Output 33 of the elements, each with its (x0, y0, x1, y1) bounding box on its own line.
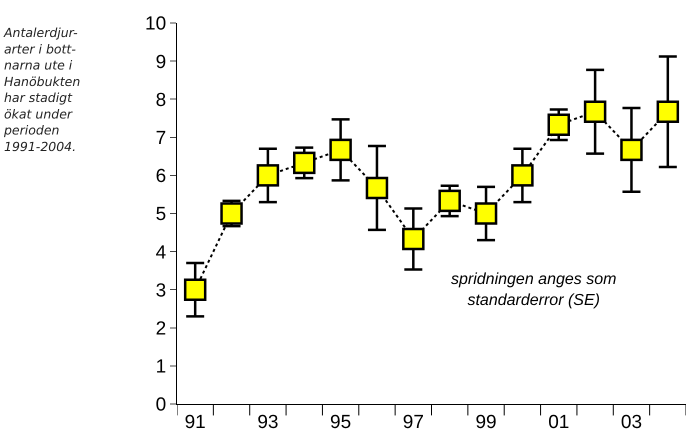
x-tick-label: 91 (184, 412, 206, 433)
x-tick-label: 93 (257, 412, 278, 433)
point (184, 278, 206, 301)
x-tick-label: 03 (620, 412, 642, 433)
point (256, 164, 280, 187)
y-tick-label: 4 (156, 242, 167, 264)
point (474, 202, 498, 225)
point (511, 164, 534, 187)
point (620, 138, 643, 162)
point (293, 152, 316, 174)
point (548, 113, 570, 136)
text: Antalerdjur- arter i bott- narna ute i Hanöbukten har stadigt ökat under perioden 1991-2004. (3, 25, 80, 154)
point (584, 100, 606, 124)
x-tick-label: 97 (402, 412, 424, 433)
point (329, 138, 352, 162)
y-tick-label: 8 (156, 90, 166, 111)
x-tick-label: 95 (330, 412, 352, 433)
point (656, 100, 680, 124)
y-tick-label: 6 (156, 166, 166, 188)
x-tick-label: 99 (475, 412, 497, 433)
y-tick-label: 3 (156, 280, 166, 302)
x-tick-label: 01 (548, 412, 570, 433)
y-tick-label: 10 (145, 14, 166, 35)
annotation: spridningen anges som standarderror (SE) (451, 271, 616, 309)
y-tick-label: 1 (156, 356, 166, 378)
point (402, 228, 425, 250)
y-tick-label: 2 (156, 318, 166, 340)
y-tick-label: 9 (156, 52, 166, 73)
point (438, 190, 461, 212)
y-tick-label: 7 (156, 128, 166, 149)
y-tick-label: 5 (156, 204, 166, 226)
y-tick-label: 0 (156, 394, 166, 416)
point (366, 176, 388, 200)
